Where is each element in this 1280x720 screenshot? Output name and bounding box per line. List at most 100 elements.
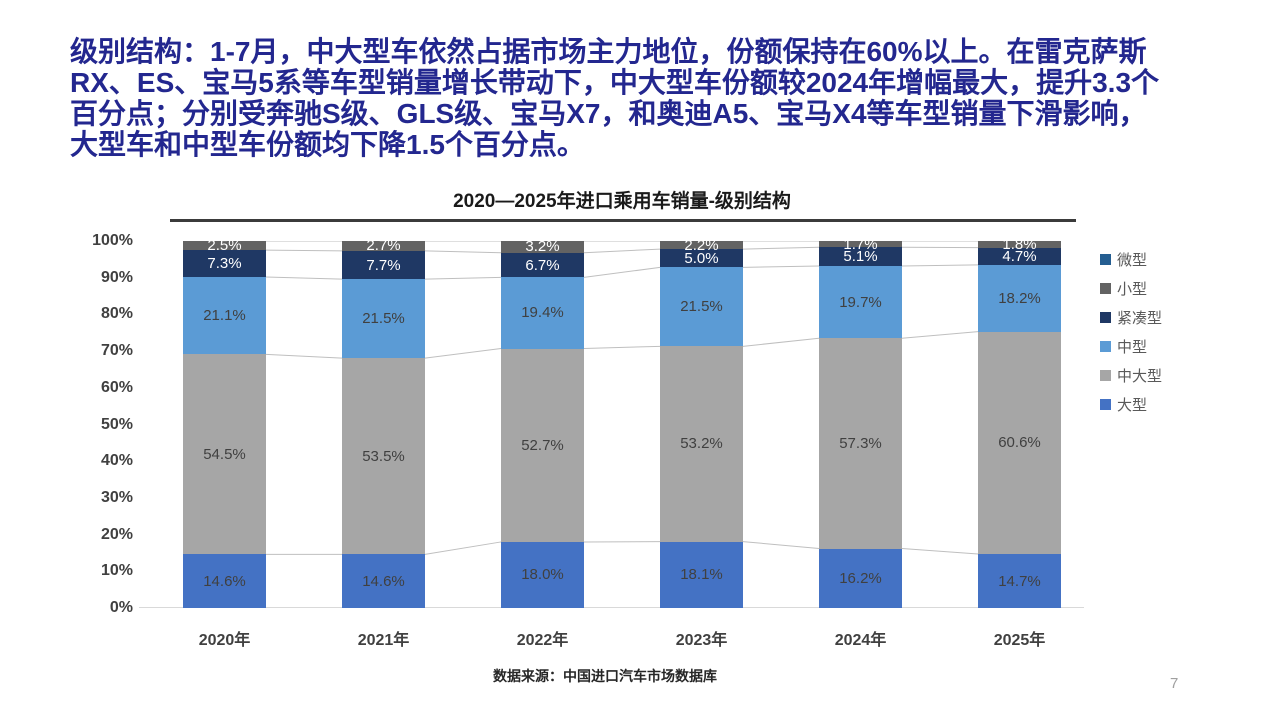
y-axis-tick: 30% <box>100 488 133 506</box>
bar-segment: 6.7% <box>501 252 584 278</box>
bar-segment: 2.2% <box>660 238 743 253</box>
headline-line-1: 级别结构：1-7月，中大型车依然占据市场主力地位，份额保持在60%以上。在雷克萨… <box>70 36 1147 67</box>
connector-line <box>742 337 820 347</box>
y-axis-tick: 10% <box>100 562 133 580</box>
data-label: 54.5% <box>203 445 246 463</box>
data-label: 18.0% <box>521 566 564 584</box>
data-label: 53.5% <box>362 447 405 465</box>
bar-segment: 14.6% <box>342 554 425 608</box>
bar-segment: 53.2% <box>660 346 743 542</box>
bar-segment: 19.4% <box>501 277 584 349</box>
connector-line <box>424 276 502 280</box>
connector-line <box>583 266 661 278</box>
legend-label: 中大型 <box>1117 368 1163 385</box>
chart-title-underline <box>170 219 1076 222</box>
bar-2020年: 14.6% 54.5% 21.1% 7.3% 2.5% <box>183 237 266 608</box>
chart-title: 2020—2025年进口乘用车销量-级别结构 <box>453 191 791 212</box>
data-label: 57.3% <box>839 434 882 452</box>
data-label: 3.2% <box>525 238 560 256</box>
bar-segment: 5.1% <box>819 247 902 266</box>
x-axis-label: 2024年 <box>834 632 887 649</box>
legend-swatch-icon <box>1100 370 1111 381</box>
bar-segment: 1.7% <box>819 237 902 252</box>
bar-segment: 52.7% <box>501 348 584 542</box>
data-label: 53.2% <box>680 435 723 453</box>
y-axis-tick: 40% <box>100 452 133 470</box>
legend-item-紧凑型: 紧凑型 <box>1100 309 1163 327</box>
legend-label: 小型 <box>1117 281 1148 298</box>
data-label: 4.7% <box>1002 247 1037 265</box>
connector-line <box>742 541 820 550</box>
connector-line <box>901 548 979 555</box>
bar-segment: 19.7% <box>819 265 902 339</box>
headline-line-4: 大型车和中型车份额均下降1.5个百分点。 <box>70 129 585 160</box>
legend-swatch-icon <box>1100 341 1111 352</box>
data-label: 1.8% <box>1002 235 1037 253</box>
data-label: 18.1% <box>680 566 723 584</box>
bar-segment: 1.8% <box>978 237 1061 252</box>
data-label: 2.2% <box>684 236 719 254</box>
legend-swatch-icon <box>1100 283 1111 294</box>
data-label: 21.1% <box>203 307 246 325</box>
bar-segment: 21.5% <box>342 279 425 359</box>
legend-item-微型: 微型 <box>1100 251 1162 269</box>
bar-segment: 18.0% <box>501 541 584 608</box>
y-axis-tick: 80% <box>100 305 133 323</box>
connector-line <box>901 264 979 267</box>
y-axis-tick: 20% <box>100 525 133 543</box>
connector-line <box>742 265 820 268</box>
headline-line-3: 百分点；分别受奔驰S级、GLS级、宝马X7，和奥迪A5、宝马X4等车型销量下滑影… <box>70 98 1147 129</box>
legend-label: 微型 <box>1117 252 1148 269</box>
legend-item-小型: 小型 <box>1100 280 1162 298</box>
connector-line <box>424 250 502 254</box>
data-label: 1.7% <box>843 235 878 253</box>
connector-line <box>265 249 343 252</box>
y-axis: 100% 90% 80% 70% 60% 50% 40% 30% 20% 10% 0% <box>55 232 133 616</box>
legend-label: 紧凑型 <box>1117 310 1163 327</box>
bar-segment: 54.5% <box>183 354 266 555</box>
bar-segment: 18.2% <box>978 264 1061 332</box>
connector-line <box>265 276 343 280</box>
connector-line <box>424 348 502 359</box>
bar-segment: 2.7% <box>342 237 425 255</box>
bar-2025年: 14.7% 60.6% 18.2% 4.7% 1.8% <box>978 237 1061 608</box>
x-axis-line <box>139 607 1084 608</box>
bar-segment: 53.5% <box>342 358 425 555</box>
data-label: 52.7% <box>521 436 564 454</box>
data-label: 19.7% <box>839 293 882 311</box>
x-axis: 2020年 2021年 2022年 2023年 2024年 2025年 <box>145 626 1099 649</box>
bar-segment: 14.7% <box>978 554 1061 608</box>
bar-segment: 14.6% <box>183 554 266 608</box>
legend-label: 大型 <box>1117 397 1148 414</box>
connector-line <box>901 331 979 339</box>
y-axis-tick: 90% <box>100 268 133 286</box>
bar-segment: 21.1% <box>183 276 266 355</box>
bar-segment: 57.3% <box>819 338 902 549</box>
bar-segment: 7.3% <box>183 250 266 277</box>
legend-item-大型: 大型 <box>1100 396 1162 414</box>
connector-line <box>265 353 343 359</box>
bar-2023年: 18.1% 53.2% 21.5% 5.0% 2.2% <box>660 238 743 608</box>
data-source: 数据来源：中国进口汽车市场数据库 <box>493 668 717 684</box>
legend-swatch-icon <box>1100 312 1111 323</box>
legend-item-中大型: 中大型 <box>1100 367 1163 385</box>
connector-line <box>742 246 820 250</box>
plot-area: 14.6% 54.5% 21.1% 7.3% 2.5% 14.6% 53.5% 21.5% 7.… <box>139 237 1099 608</box>
data-label: 14.7% <box>998 572 1041 590</box>
data-label: 7.7% <box>366 256 401 274</box>
data-label: 2.7% <box>366 237 401 255</box>
data-label: 5.1% <box>843 248 878 266</box>
data-label: 21.5% <box>680 298 723 316</box>
bar-2022年: 18.0% 52.7% 19.4% 6.7% 3.2% <box>501 238 584 608</box>
data-label: 2.5% <box>207 237 242 255</box>
bar-2024年: 16.2% 57.3% 19.7% 5.1% 1.7% <box>819 237 902 608</box>
y-axis-tick: 50% <box>100 415 133 433</box>
connector-line <box>583 248 661 254</box>
bar-segment: 4.7% <box>978 247 1061 265</box>
x-axis-label: 2022年 <box>516 632 569 649</box>
bar-segment: 21.5% <box>660 267 743 347</box>
bar-segment: 3.2% <box>501 238 584 256</box>
y-axis-tick: 0% <box>109 599 133 616</box>
bar-segment: 60.6% <box>978 331 1061 555</box>
bar-segment: 16.2% <box>819 548 902 608</box>
